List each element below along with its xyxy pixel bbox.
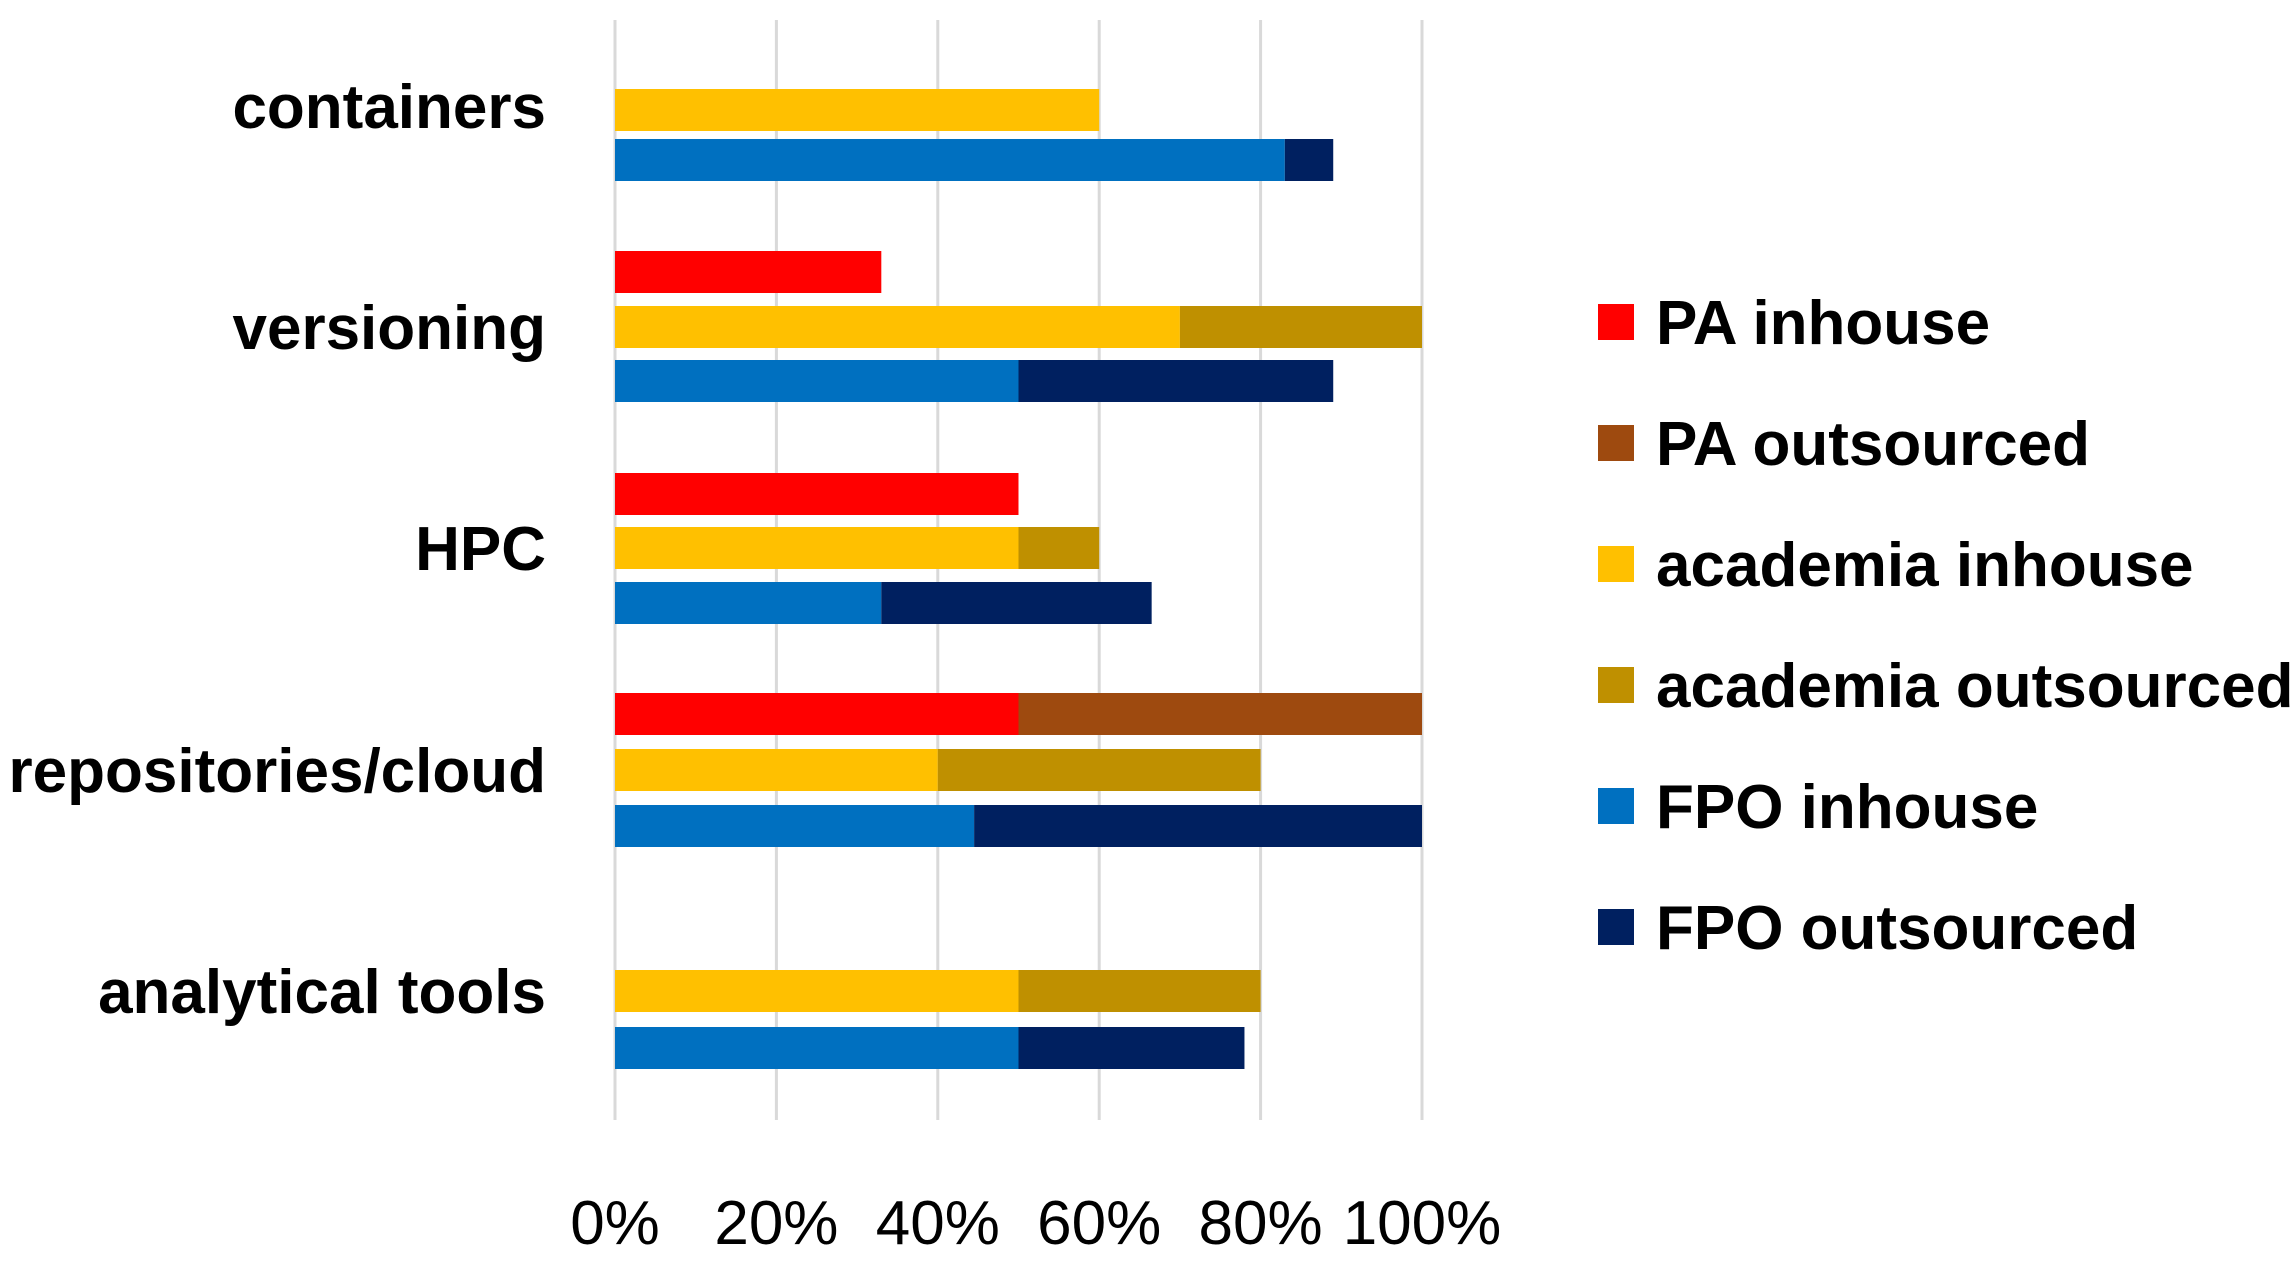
category-label-analytical-tools: analytical tools (98, 958, 546, 1027)
gridlines (613, 20, 1424, 1120)
legend-label-fpo-outsourced: FPO outsourced (1656, 894, 2138, 963)
legend-item-fpo-inhouse: FPO inhouse (1598, 773, 2038, 842)
x-axis-tick-labels: 0% 20% 40% 60% 80% 100% (570, 1189, 1501, 1258)
legend-swatch-academia-inhouse (1598, 546, 1634, 582)
category-label-hpc: HPC (415, 515, 546, 584)
category-label-containers: containers (232, 73, 546, 142)
x-tick-label-40: 40% (876, 1189, 1000, 1258)
bar-containers-fpo-outsourced (1284, 139, 1334, 181)
bar-repositories-cloud-fpo-inhouse (615, 805, 975, 847)
legend-item-academia-inhouse: academia inhouse (1598, 531, 2194, 600)
bar-analytical-tools-fpo-outsourced (1018, 1027, 1245, 1069)
legend-label-fpo-inhouse: FPO inhouse (1656, 773, 2038, 842)
category-labels: containers versioning HPC repositories/clou… (9, 73, 546, 1027)
x-tick-label-60: 60% (1037, 1189, 1161, 1258)
legend-item-fpo-outsourced: FPO outsourced (1598, 894, 2138, 963)
legend-label-academia-outsourced: academia outsourced (1656, 652, 2292, 721)
legend-item-academia-outsourced: academia outsourced (1598, 652, 2292, 721)
legend-swatch-pa-outsourced (1598, 425, 1634, 461)
category-label-versioning: versioning (232, 294, 546, 363)
bar-hpc-academia-outsourced (1018, 527, 1100, 569)
legend-swatch-fpo-inhouse (1598, 788, 1634, 824)
bars (615, 89, 1422, 1069)
bar-repositories-cloud-pa-outsourced (1018, 693, 1422, 735)
bar-analytical-tools-fpo-inhouse (615, 1027, 1019, 1069)
bar-containers-academia-inhouse (615, 89, 1100, 131)
bar-analytical-tools-academia-inhouse (615, 970, 1019, 1012)
bar-versioning-fpo-outsourced (1018, 360, 1334, 402)
bar-versioning-pa-inhouse (615, 251, 882, 293)
bar-hpc-pa-inhouse (615, 473, 1019, 515)
legend-label-academia-inhouse: academia inhouse (1656, 531, 2194, 600)
legend-item-pa-outsourced: PA outsourced (1598, 410, 2090, 479)
bar-hpc-fpo-outsourced (881, 582, 1152, 624)
x-tick-label-20: 20% (714, 1189, 838, 1258)
x-tick-label-0: 0% (570, 1189, 660, 1258)
x-tick-label-100: 100% (1343, 1189, 1502, 1258)
category-label-repositories-cloud: repositories/cloud (9, 737, 546, 806)
legend-label-pa-outsourced: PA outsourced (1656, 410, 2090, 479)
legend-swatch-academia-outsourced (1598, 667, 1634, 703)
legend-swatch-pa-inhouse (1598, 304, 1634, 340)
legend-label-pa-inhouse: PA inhouse (1656, 289, 1990, 358)
bar-repositories-cloud-pa-inhouse (615, 693, 1019, 735)
legend-swatch-fpo-outsourced (1598, 909, 1634, 945)
bar-repositories-cloud-fpo-outsourced (974, 805, 1422, 847)
bar-repositories-cloud-academia-outsourced (937, 749, 1261, 791)
x-tick-label-80: 80% (1199, 1189, 1323, 1258)
legend: PA inhouse PA outsourced academia inhouse a… (1598, 289, 2292, 963)
bar-versioning-fpo-inhouse (615, 360, 1019, 402)
bar-hpc-academia-inhouse (615, 527, 1019, 569)
bar-containers-fpo-inhouse (615, 139, 1285, 181)
bar-versioning-academia-outsourced (1179, 306, 1422, 348)
legend-item-pa-inhouse: PA inhouse (1598, 289, 1990, 358)
bar-hpc-fpo-inhouse (615, 582, 882, 624)
bar-repositories-cloud-academia-inhouse (615, 749, 938, 791)
bar-analytical-tools-academia-outsourced (1018, 970, 1261, 1012)
bar-versioning-academia-inhouse (615, 306, 1180, 348)
